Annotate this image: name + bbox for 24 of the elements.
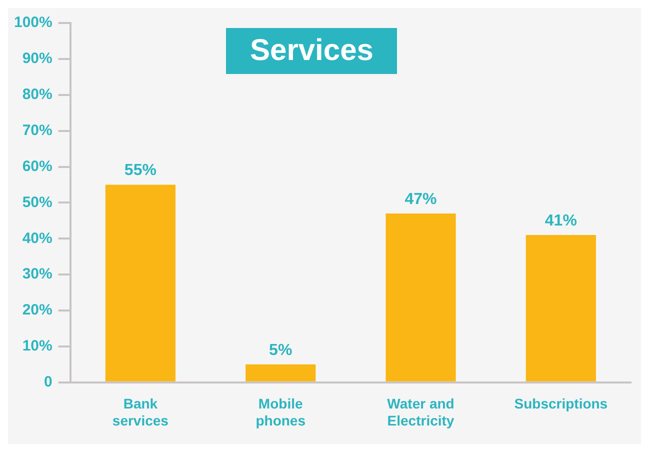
data-label: 47% [404,190,437,208]
chart-title: Services [226,28,398,74]
data-label: 5% [269,342,292,359]
y-tick-label: 40% [22,230,52,247]
y-tick-label: 80% [22,86,52,104]
y-tick-label: 10% [22,338,52,355]
x-tick-label: Water and Electricity [387,396,454,428]
y-tick-label: 60% [22,158,52,175]
x-tick-label: Mobile phones [256,396,306,428]
bar [105,184,176,382]
y-tick-label: 50% [22,194,52,211]
data-label: 55% [124,162,156,180]
y-tick-label: 30% [22,266,52,283]
y-tick-label: 20% [22,302,52,319]
bar [526,235,596,382]
y-tick-label: 70% [22,122,52,139]
x-tick-label: Subscriptions [514,396,608,412]
data-label: 41% [544,212,577,230]
y-tick-label: 90% [22,50,52,68]
x-tick-label: Bank services [112,396,169,428]
y-tick-label: 0 [44,374,52,391]
bar [386,213,456,382]
y-tick-label: 100% [14,14,52,32]
bar [246,364,316,382]
